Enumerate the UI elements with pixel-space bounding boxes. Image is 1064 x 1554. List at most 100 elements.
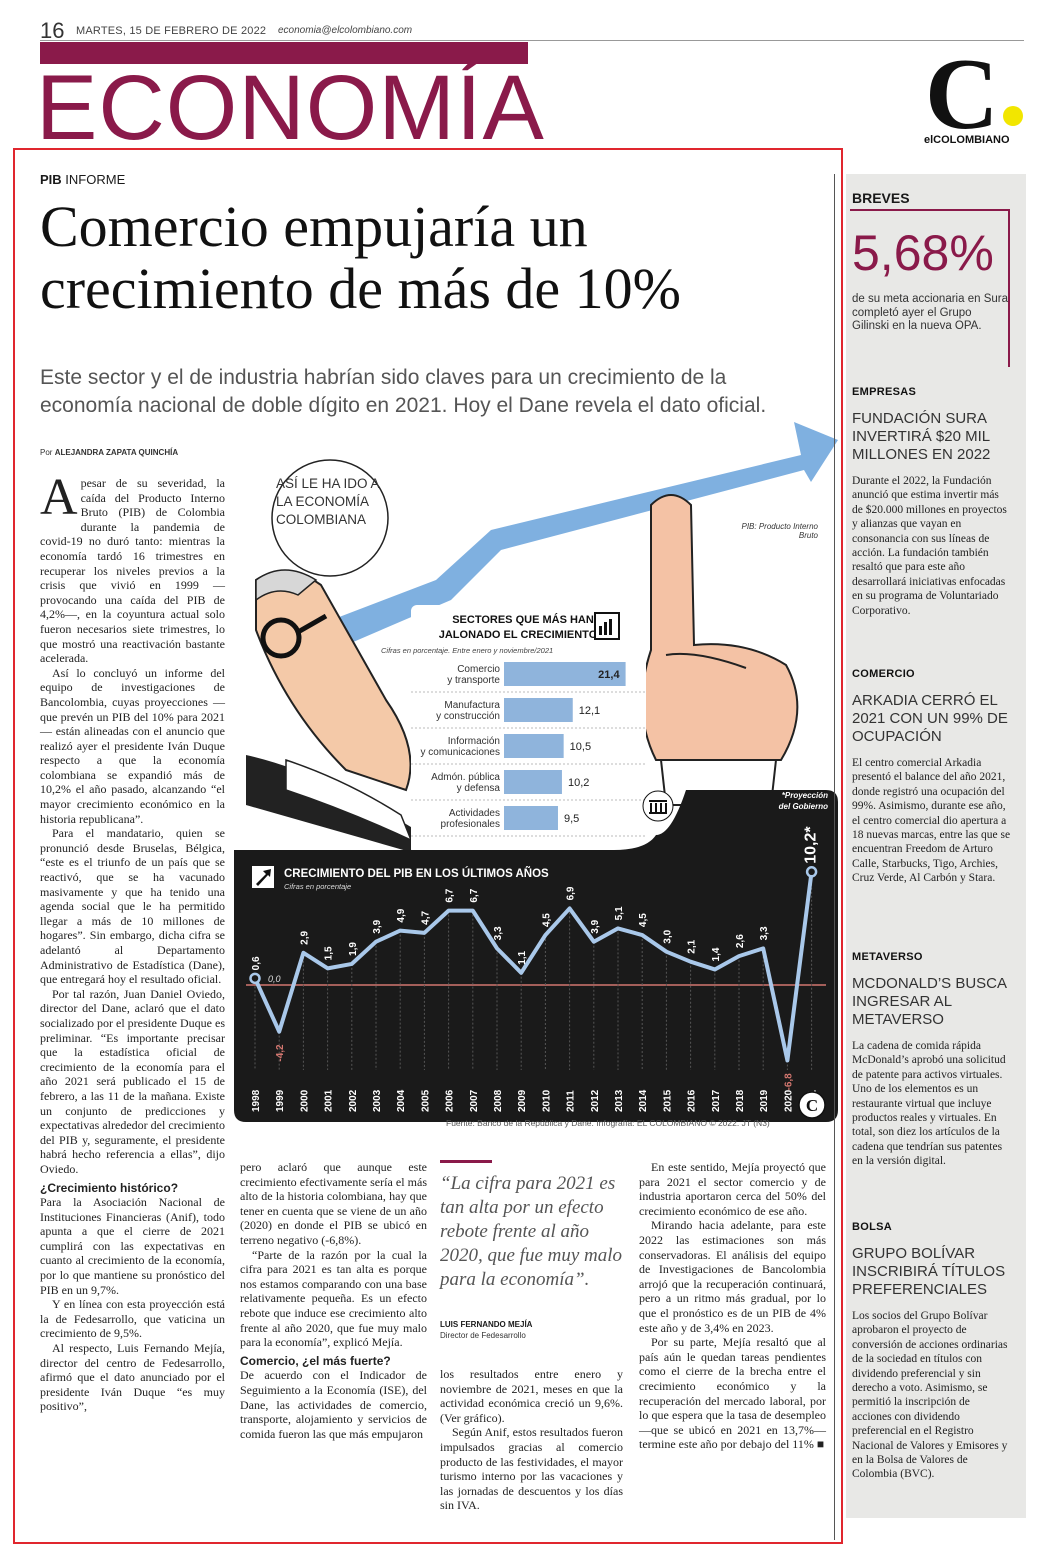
year-tick-label: 2008: [493, 1089, 504, 1112]
sector-value-label: 9,5: [564, 813, 579, 825]
sector-value-label: 10,5: [570, 741, 591, 753]
zero-label: 0,0: [268, 974, 281, 984]
gdp-value-label: 3,3: [493, 926, 504, 940]
article-frame: [13, 148, 843, 1544]
gdp-value-label: 6,7: [445, 888, 456, 902]
sector-bar: [504, 698, 573, 722]
subhead: Este sector y el de industria habrían si…: [40, 366, 767, 417]
sidebar: [846, 174, 1026, 1518]
article-column-2: pero aclaró que aunque este crecimiento …: [240, 1160, 427, 1441]
kicker-rest: INFORME: [65, 172, 126, 187]
growth-chart-icon: [252, 866, 274, 888]
paragraph: Por su parte, Mejía resaltó que al país …: [639, 1335, 826, 1452]
paragraph: Y en línea con esta proyección está la d…: [40, 1297, 225, 1341]
section-email[interactable]: economia@elcolombiano.com: [278, 25, 413, 36]
quote-author: LUIS FERNANDO MEJÍA: [440, 1320, 533, 1329]
brief-body: Los socios del Grupo Bolívar aprobaron e…: [852, 1310, 1008, 1481]
brief-body: La cadena de comida rápida McDonald’s ap…: [852, 1040, 1006, 1168]
chart-icon: [594, 612, 620, 640]
gdp-value-label: 4,5: [638, 913, 649, 927]
sidebar-label: BREVES: [852, 190, 910, 206]
paragraph: Por tal razón, Juan Daniel Oviedo, direc…: [40, 986, 225, 1176]
sector-label: y defensa: [457, 783, 501, 794]
government-note-2: del Gobierno: [779, 802, 828, 811]
paragraph: los resultados entre enero y noviembre d…: [440, 1367, 623, 1425]
gdp-value-label: 3,3: [759, 926, 770, 940]
paragraph: Mirando hacia adelante, para este 2022 l…: [639, 1218, 826, 1335]
quote-accent-bar: [440, 1160, 492, 1163]
gdp-value-label: 2,1: [687, 939, 698, 953]
chart-source: Fuente: Banco de la República y Dane. In…: [446, 1118, 770, 1128]
brief-item: EMPRESAS FUNDACIÓN SURA INVERTIRÁ $20 MI…: [852, 386, 1012, 618]
byline-prefix: Por: [40, 448, 53, 457]
man-illustration: [246, 569, 421, 855]
year-tick-label: 2001: [324, 1089, 335, 1112]
gdp-value-label: 6,9: [566, 886, 577, 900]
gdp-value-label: 3,0: [662, 929, 673, 943]
year-tick-label: 1999: [275, 1089, 286, 1112]
year-tick-label: 1998: [251, 1089, 262, 1112]
paragraph: Así lo concluyó un informe del equipo de…: [40, 665, 225, 826]
sector-label: Manufactura: [444, 700, 500, 711]
chart-logo-icon: C: [798, 1091, 826, 1119]
year-tick-label: 2017: [711, 1089, 722, 1112]
government-note-1: *Proyección: [782, 791, 828, 800]
sector-label: profesionales: [441, 819, 500, 830]
gdp-point: [249, 972, 261, 985]
growth-arrow-icon: [266, 422, 838, 670]
year-tick-label: 2005: [420, 1089, 431, 1112]
sector-label: Actividades: [449, 808, 500, 819]
paragraph: Para el mandatario, quien se pronunció d…: [40, 826, 225, 987]
sector-label: y transporte: [447, 675, 500, 686]
gdp-value-label: 1,9: [348, 942, 359, 956]
paragraph: “Parte de la razón por la cual la cifra …: [240, 1247, 427, 1350]
brief-tag: EMPRESAS: [852, 386, 917, 398]
logo-dot-icon: [1003, 106, 1023, 126]
year-tick-label: 2019: [759, 1089, 770, 1112]
paragraph-text: pesar de su severidad, la caída del Prod…: [40, 476, 225, 666]
big-number-description: de su meta accionaria en Sura completó a…: [852, 293, 1008, 333]
brief-tag: BOLSA: [852, 1221, 892, 1233]
gdp-value-label: 4,5: [541, 913, 552, 927]
gdp-value-label: 3,9: [590, 919, 601, 933]
subheading: Comercio, ¿el más fuerte?: [240, 1353, 391, 1368]
year-tick-label: 2000: [299, 1089, 310, 1112]
sector-label: Comercio: [457, 664, 500, 675]
sidebar-divider: [834, 174, 835, 1540]
government-icon: [642, 790, 674, 822]
sector-label: y comunicaciones: [421, 747, 500, 758]
gdp-chart-panel: [234, 790, 838, 1122]
brief-tag: COMERCIO: [852, 668, 915, 680]
paragraph: En este sentido, Mejía proyectó que para…: [639, 1160, 826, 1218]
year-tick-label: 2016: [687, 1089, 698, 1112]
gdp-point: [805, 866, 818, 878]
gdp-chart-subtitle: Cifras en porcentaje: [284, 882, 351, 891]
page-number: 16: [40, 18, 65, 43]
year-tick-label: 2018: [735, 1089, 746, 1112]
year-tick-label: 2010: [541, 1089, 552, 1112]
brief-item: COMERCIO ARKADIA CERRÓ EL 2021 CON UN 99…: [852, 668, 1012, 886]
brief-title: ARKADIA CERRÓ EL 2021 CON UN 99% DE OCUP…: [852, 692, 1008, 745]
sector-label: y construcción: [436, 711, 500, 722]
year-tick-label: 2013: [614, 1089, 625, 1112]
year-tick-label: 2020: [783, 1089, 794, 1112]
gdp-value-label: 1,5: [324, 946, 335, 960]
year-tick-label: 2002: [348, 1089, 359, 1112]
subheading: ¿Crecimiento histórico?: [40, 1180, 179, 1195]
sector-label: Información: [448, 736, 500, 747]
edition-date: MARTES, 15 DE FEBRERO DE 2022: [76, 25, 267, 37]
sector-bar: [504, 734, 564, 758]
pull-quote: “La cifra para 2021 es tan alta por un e…: [440, 1173, 623, 1290]
bubble-circle: [271, 459, 389, 577]
gdp-series-line: [253, 871, 814, 1063]
brief-title: FUNDACIÓN SURA INVERTIRÁ $20 MIL MILLONE…: [852, 410, 991, 463]
brief-title: MCDONALD’S BUSCA INGRESAR AL METAVERSO: [852, 975, 1007, 1028]
big-number: 5,68%: [852, 225, 994, 281]
gdp-value-label: 1,4: [711, 947, 722, 961]
year-tick-label: 2011: [566, 1090, 577, 1112]
year-tick-label: 2015: [662, 1089, 673, 1112]
gdp-value-label: 6,7: [469, 888, 480, 902]
